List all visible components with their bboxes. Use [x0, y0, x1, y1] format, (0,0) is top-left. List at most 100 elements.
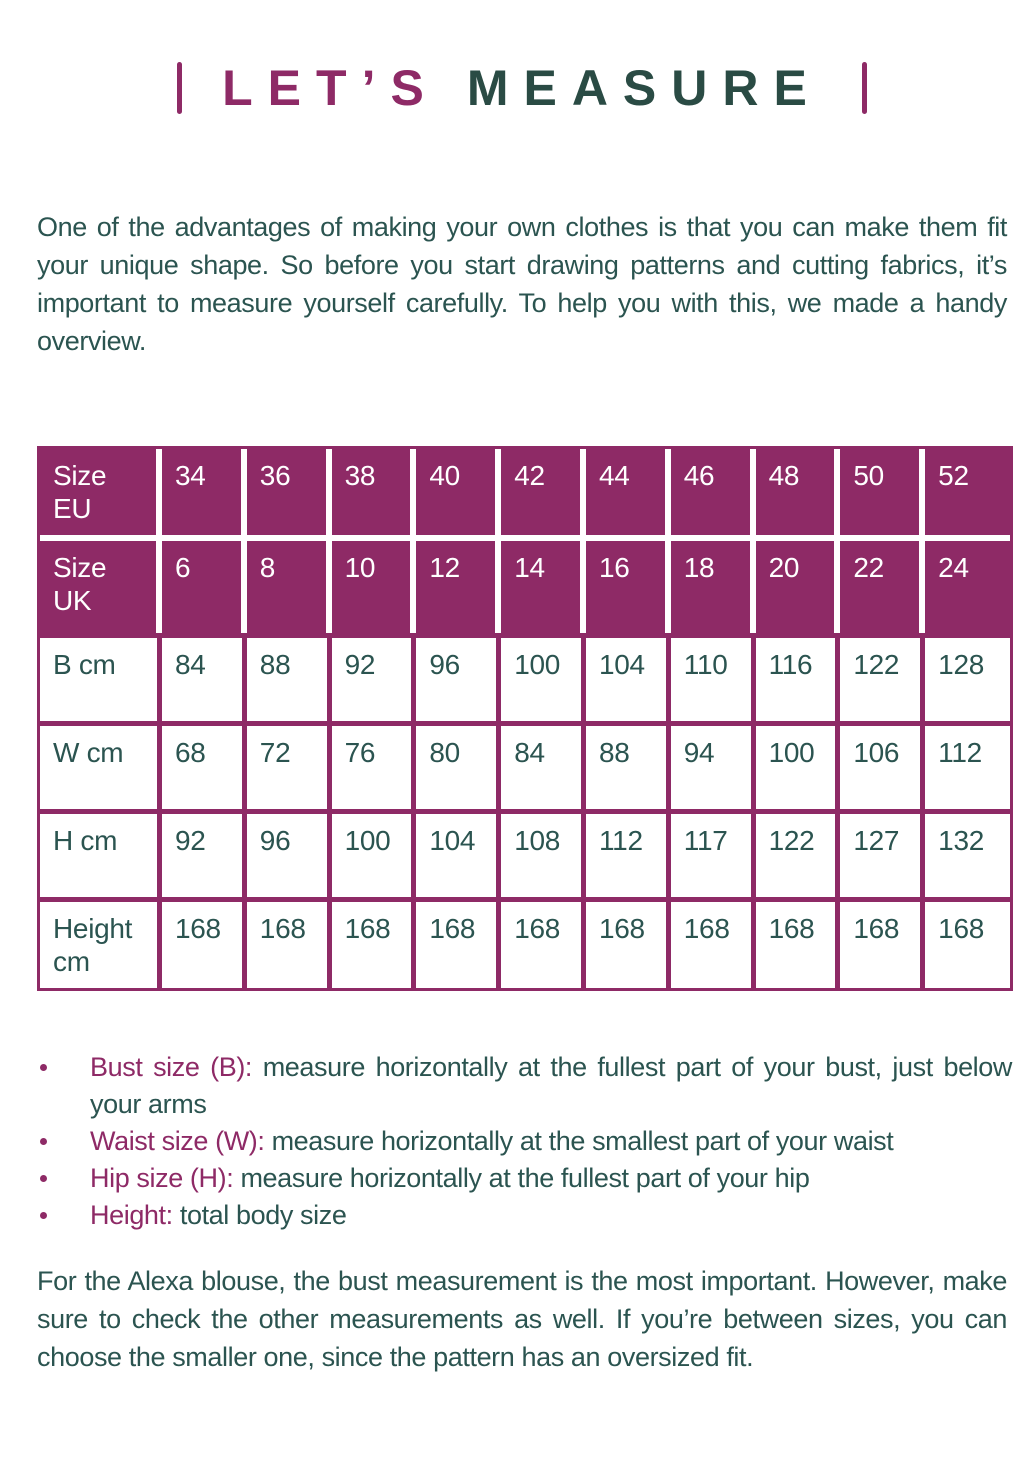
size-table-cell: 104: [416, 809, 502, 897]
size-table-cell: 92: [162, 809, 247, 897]
size-table-head: Size EU 34 36 38 40 42 44 46 48 50 52 Size UK 6 8 10 12…: [40, 449, 1010, 633]
bullet-dot-icon: [40, 1138, 47, 1145]
list-item-hip: Hip size (H): measure horizontally at th…: [37, 1160, 1012, 1197]
size-table-row: B cm 84 88 92 96 100 104 110 116 122 128: [40, 633, 1010, 721]
size-table-cell: 88: [585, 721, 671, 809]
size-table-row-label: H cm: [40, 809, 162, 897]
size-table-cell: 116: [755, 633, 841, 721]
size-table-cell: 68: [162, 721, 247, 809]
size-table-cell: 168: [925, 897, 1010, 988]
size-table-row-label: Size UK: [40, 541, 162, 633]
size-table-cell: 168: [840, 897, 926, 988]
bullet-text: measure horizontally at the smallest par…: [271, 1126, 894, 1156]
intro-paragraph: One of the advantages of making your own…: [37, 212, 1007, 356]
size-table-cell: 16: [585, 541, 671, 633]
size-table-cell: 46: [670, 449, 756, 541]
size-table-cell: 112: [925, 721, 1010, 809]
title-left-bar-icon: [177, 62, 183, 114]
size-table-cell: 42: [501, 449, 586, 541]
bullet-text: total body size: [179, 1200, 347, 1230]
bullet-dot-icon: [40, 1064, 47, 1071]
size-table-cell: 94: [670, 721, 756, 809]
size-table-cell: 10: [331, 541, 417, 633]
size-table-row-label: Size EU: [40, 449, 162, 541]
title-prefix: LET’S: [222, 60, 439, 116]
size-table-cell: 14: [501, 541, 586, 633]
list-item-waist: Waist size (W): measure horizontally at …: [37, 1123, 1012, 1160]
bullet-dot-icon: [40, 1175, 47, 1182]
size-table-cell: 84: [501, 721, 586, 809]
size-table-cell: 76: [331, 721, 417, 809]
size-table-cell: 22: [840, 541, 926, 633]
size-table-cell: 52: [925, 449, 1010, 541]
size-table-cell: 100: [755, 721, 841, 809]
bullet-label: Waist size (W):: [90, 1126, 265, 1156]
outro-paragraph: For the Alexa blouse, the bust measureme…: [37, 1266, 1007, 1372]
list-item-height: Height: total body size: [37, 1197, 1012, 1234]
size-table-cell: 92: [331, 633, 417, 721]
size-table-cell: 106: [840, 721, 926, 809]
size-table-cell: 96: [416, 633, 502, 721]
size-table-cell: 168: [246, 897, 332, 988]
bullet-text: measure horizontally at the fullest part…: [90, 1052, 1012, 1119]
size-table-cell: 88: [246, 633, 332, 721]
size-table-cell: 40: [416, 449, 502, 541]
size-table-row: Height cm 168 168 168 168 168 168 168 168 168 168: [40, 897, 1010, 988]
size-table-cell: 8: [246, 541, 332, 633]
size-table-cell: 168: [162, 897, 247, 988]
size-table-cell: 100: [331, 809, 417, 897]
title-main: MEASURE: [466, 60, 822, 116]
size-table-cell: 44: [585, 449, 671, 541]
size-table-cell: 117: [670, 809, 756, 897]
size-table-cell: 168: [501, 897, 586, 988]
size-table-cell: 84: [162, 633, 247, 721]
measure-page: LET’S MEASURE One of the advantages of m…: [0, 52, 1032, 1376]
size-table-cell: 38: [331, 449, 417, 541]
size-table-cell: 24: [925, 541, 1010, 633]
page-title-text: LET’S MEASURE: [222, 63, 822, 113]
size-table-cell: 110: [670, 633, 756, 721]
size-table-row: Size UK 6 8 10 12 14 16 18 20 22 24: [40, 541, 1010, 633]
size-table-cell: 112: [585, 809, 671, 897]
size-table-cell: 12: [416, 541, 502, 633]
size-table-row: H cm 92 96 100 104 108 112 117 122 127 132: [40, 809, 1010, 897]
size-table-cell: 18: [670, 541, 756, 633]
size-table-cell: 50: [840, 449, 926, 541]
size-table-cell: 108: [501, 809, 586, 897]
size-table-cell: 168: [755, 897, 841, 988]
list-item-bust: Bust size (B): measure horizontally at t…: [37, 1049, 1012, 1123]
size-table-cell: 48: [755, 449, 841, 541]
size-table-cell: 34: [162, 449, 247, 541]
size-table-cell: 127: [840, 809, 926, 897]
bullet-label: Bust size (B):: [90, 1052, 253, 1082]
size-table-row-label: Height cm: [40, 897, 162, 988]
size-table-cell: 168: [331, 897, 417, 988]
bullet-dot-icon: [40, 1212, 47, 1219]
size-table-cell: 100: [501, 633, 586, 721]
size-table-cell: 6: [162, 541, 247, 633]
size-table-row-label: W cm: [40, 721, 162, 809]
size-table-cell: 72: [246, 721, 332, 809]
measurement-definitions-list: Bust size (B): measure horizontally at t…: [37, 1049, 1012, 1234]
size-table-cell: 20: [755, 541, 841, 633]
size-table-body: B cm 84 88 92 96 100 104 110 116 122 128 W cm 68 72 76…: [40, 633, 1010, 988]
size-table-cell: 80: [416, 721, 502, 809]
title-right-bar-icon: [861, 62, 867, 114]
page-title: LET’S MEASURE: [37, 52, 1007, 124]
size-table: Size EU 34 36 38 40 42 44 46 48 50 52 Size UK 6 8 10 12…: [37, 446, 1013, 991]
bullet-label: Height:: [90, 1200, 173, 1230]
size-table-cell: 132: [925, 809, 1010, 897]
size-table-cell: 168: [585, 897, 671, 988]
size-table-cell: 122: [840, 633, 926, 721]
size-table-cell: 168: [670, 897, 756, 988]
size-table-cell: 128: [925, 633, 1010, 721]
bullet-label: Hip size (H):: [90, 1163, 234, 1193]
size-table-cell: 96: [246, 809, 332, 897]
size-table-row: Size EU 34 36 38 40 42 44 46 48 50 52: [40, 449, 1010, 541]
bullet-text: measure horizontally at the fullest part…: [240, 1163, 810, 1193]
size-table-cell: 168: [416, 897, 502, 988]
size-table-row-label: B cm: [40, 633, 162, 721]
size-table-cell: 36: [246, 449, 332, 541]
size-table-cell: 104: [585, 633, 671, 721]
size-table-cell: 122: [755, 809, 841, 897]
